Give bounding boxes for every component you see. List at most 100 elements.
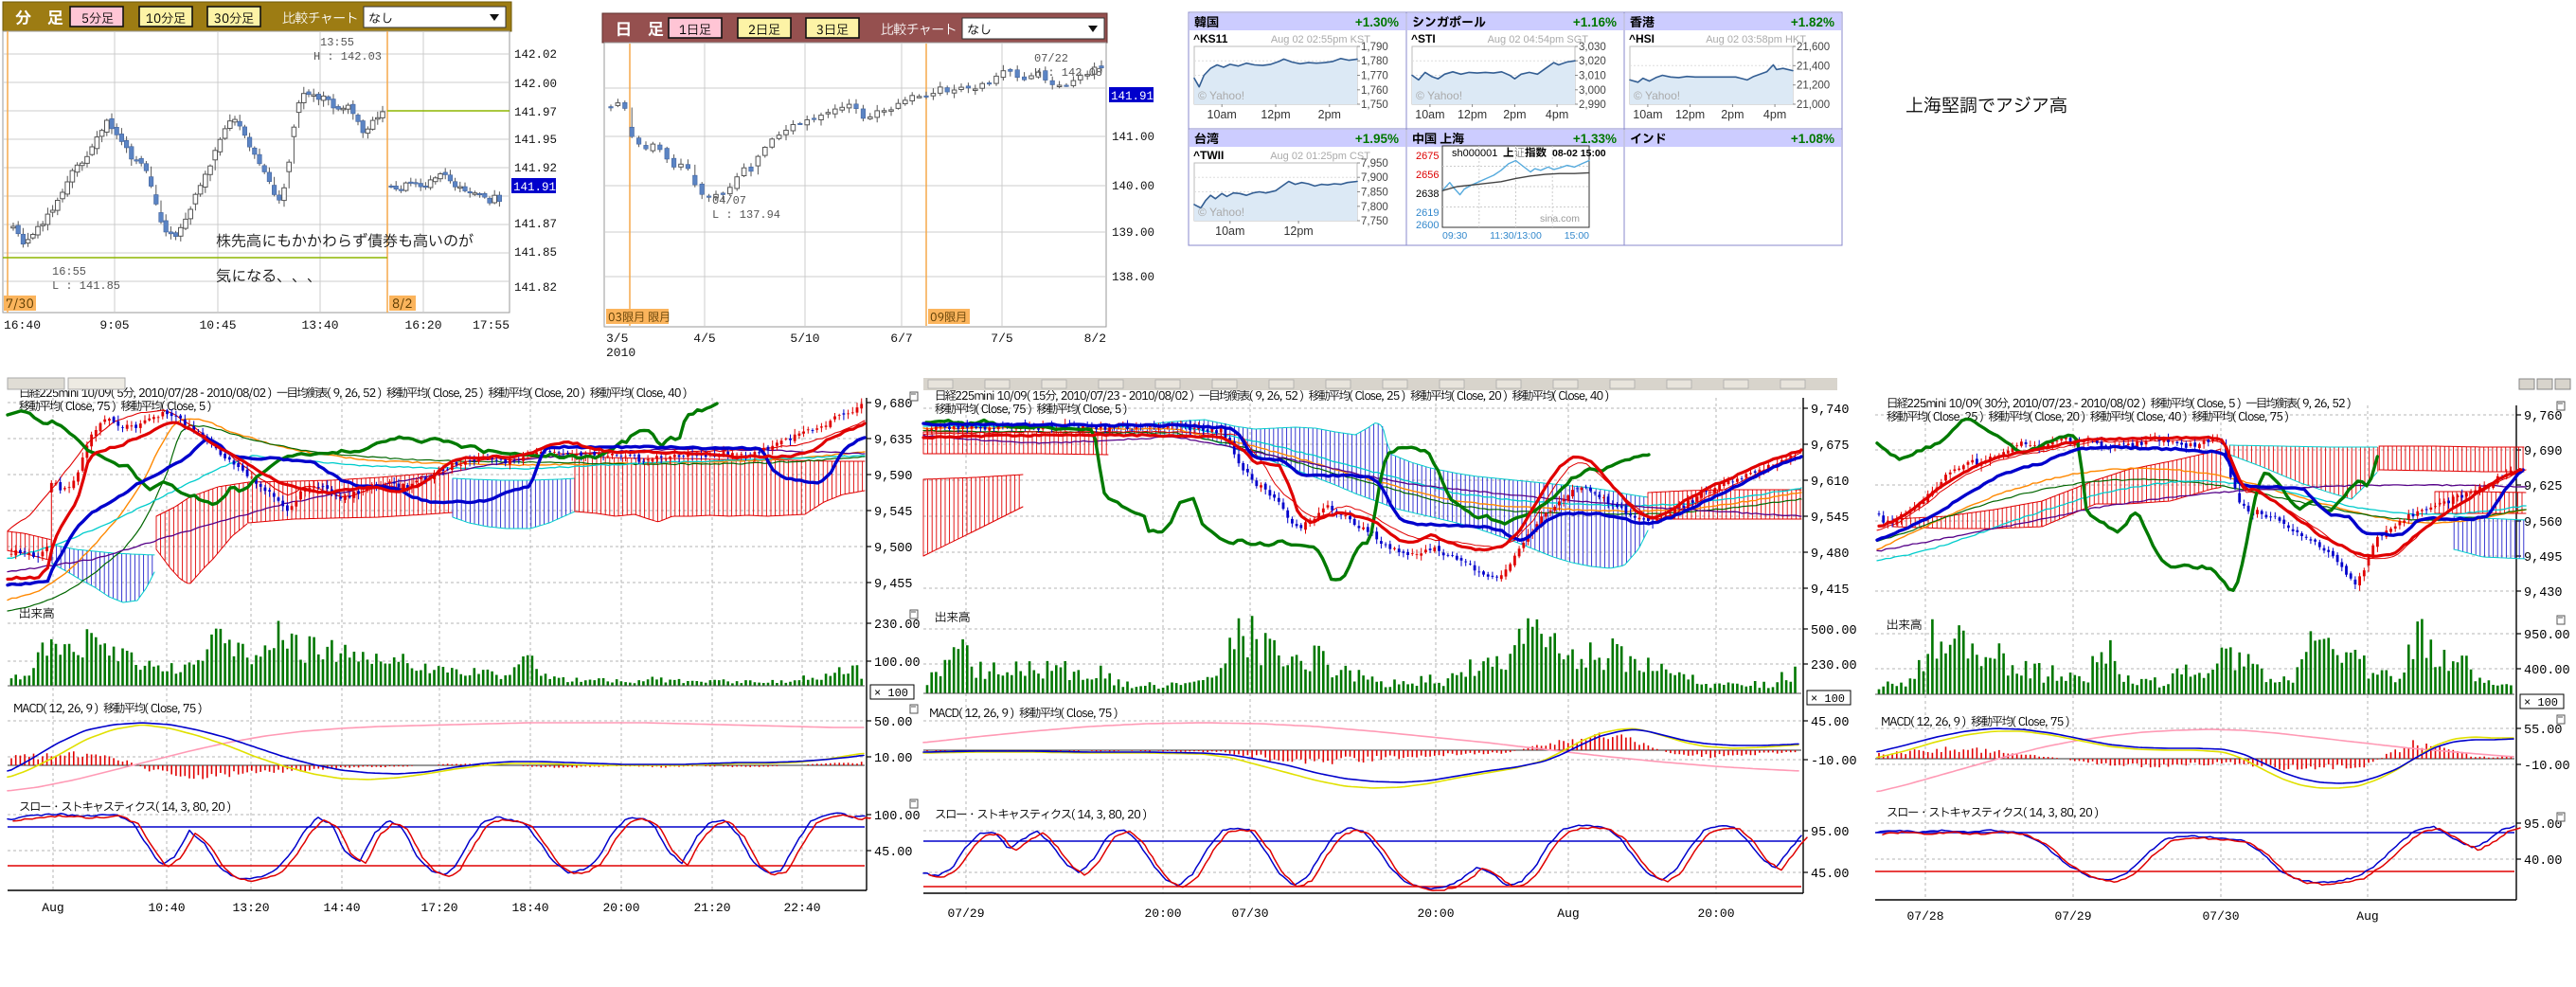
svg-text:8/2: 8/2 [1084,332,1106,346]
svg-text:13:20: 13:20 [232,901,269,915]
svg-text:45.00: 45.00 [874,846,913,860]
svg-text:2638: 2638 [1416,188,1439,200]
svg-text:× 100: × 100 [2524,696,2558,709]
svg-text:^STI: ^STI [1411,32,1436,45]
svg-text:141.00: 141.00 [1112,131,1154,144]
svg-text:7,750: 7,750 [1361,216,1388,227]
svg-text:17:55: 17:55 [473,318,510,332]
svg-text:16:20: 16:20 [404,318,441,332]
svg-text:^HSI: ^HSI [1629,32,1655,45]
svg-text:9,500: 9,500 [874,542,913,556]
svg-text:9,495: 9,495 [2524,551,2563,565]
svg-text:10am: 10am [1215,224,1244,238]
svg-text:10:40: 10:40 [148,901,185,915]
svg-text:2pm: 2pm [1503,108,1526,121]
svg-text:141.82: 141.82 [514,281,557,295]
svg-text:4pm: 4pm [1763,108,1786,121]
svg-text:21:20: 21:20 [693,901,730,915]
svg-text:20:00: 20:00 [1144,906,1181,921]
svg-text:4pm: 4pm [1546,108,1568,121]
svg-text:07/28: 07/28 [1906,909,1943,924]
svg-text:100.00: 100.00 [874,656,921,671]
svg-text:1,770: 1,770 [1361,71,1388,82]
svg-text:140.00: 140.00 [1112,180,1154,193]
svg-text:© Yahoo!: © Yahoo! [1634,89,1680,102]
svg-text:21,000: 21,000 [1797,99,1830,111]
svg-text:H : 142.08: H : 142.08 [1034,66,1102,80]
svg-text:© Yahoo!: © Yahoo! [1198,206,1244,219]
svg-text:2619: 2619 [1416,207,1439,219]
svg-text:04/07: 04/07 [712,194,746,207]
svg-text:7,850: 7,850 [1361,188,1388,199]
svg-text:6/7: 6/7 [890,332,912,346]
svg-text:21,400: 21,400 [1797,61,1830,72]
svg-text:95.00: 95.00 [2524,818,2563,833]
svg-text:9,635: 9,635 [874,434,913,448]
svg-text:10am: 10am [1415,108,1444,121]
svg-text:07/30: 07/30 [2202,909,2239,924]
svg-text:7,800: 7,800 [1361,202,1388,213]
svg-text:9,740: 9,740 [1811,404,1850,418]
svg-text:14:40: 14:40 [323,901,360,915]
svg-text:L : 141.85: L : 141.85 [52,279,120,293]
svg-text:15:00: 15:00 [1565,230,1589,242]
svg-text:7,900: 7,900 [1361,172,1388,184]
svg-text:Aug: Aug [1557,906,1579,921]
svg-text:230.00: 230.00 [874,619,921,633]
svg-text:4/5: 4/5 [693,332,715,346]
svg-text:141.91: 141.91 [1111,90,1154,103]
svg-text:12pm: 12pm [1261,108,1290,121]
svg-text:L : 137.94: L : 137.94 [712,208,780,222]
svg-text:07/29: 07/29 [2054,909,2091,924]
svg-text:12pm: 12pm [1458,108,1487,121]
svg-text:07/30: 07/30 [1231,906,1268,921]
svg-text:2600: 2600 [1416,220,1439,231]
svg-text:16:55: 16:55 [52,265,86,278]
svg-text:9,625: 9,625 [2524,480,2563,494]
svg-text:9,545: 9,545 [1811,511,1850,526]
svg-text:20:00: 20:00 [1697,906,1734,921]
svg-text:9,415: 9,415 [1811,583,1850,598]
svg-text:13:55: 13:55 [320,36,354,49]
svg-text:17:20: 17:20 [420,901,457,915]
svg-text:1,790: 1,790 [1361,42,1388,53]
svg-text:08-02 15:00: 08-02 15:00 [1552,148,1606,159]
svg-text:Aug 02 01:25pm CST: Aug 02 01:25pm CST [1270,151,1370,162]
svg-text:1,750: 1,750 [1361,99,1388,111]
svg-text:+1.33%: +1.33% [1573,132,1617,146]
svg-text:18:40: 18:40 [511,901,548,915]
svg-text:3,020: 3,020 [1579,56,1606,67]
svg-text:© Yahoo!: © Yahoo! [1416,89,1462,102]
svg-text:^TWII: ^TWII [1193,149,1224,162]
svg-text:9,675: 9,675 [1811,440,1850,454]
svg-text:45.00: 45.00 [1811,716,1850,730]
svg-text:141.87: 141.87 [514,218,557,231]
svg-text:2675: 2675 [1416,151,1439,162]
svg-text:16:40: 16:40 [4,318,41,332]
svg-text:50.00: 50.00 [874,716,913,730]
svg-text:2pm: 2pm [1318,108,1341,121]
svg-text:sh000001: sh000001 [1452,148,1497,159]
svg-text:+1.08%: +1.08% [1791,132,1834,146]
svg-text:45.00: 45.00 [1811,868,1850,882]
svg-text:07/29: 07/29 [947,906,984,921]
svg-text:9,560: 9,560 [2524,516,2563,530]
svg-text:95.00: 95.00 [1811,826,1850,840]
svg-text:× 100: × 100 [1811,692,1845,706]
svg-text:2656: 2656 [1416,170,1439,181]
svg-text:10.00: 10.00 [874,752,913,766]
svg-text:+1.16%: +1.16% [1573,15,1617,29]
svg-text:141.92: 141.92 [514,162,557,175]
svg-text:× 100: × 100 [874,687,908,700]
svg-text:9,590: 9,590 [874,470,913,484]
svg-text:20:00: 20:00 [1417,906,1454,921]
svg-text:+1.95%: +1.95% [1355,132,1399,146]
svg-text:07/22: 07/22 [1034,52,1068,65]
svg-text:09:30: 09:30 [1442,230,1467,242]
svg-text:9,545: 9,545 [874,506,913,520]
svg-text:142.00: 142.00 [514,78,557,91]
svg-text:2010: 2010 [606,346,635,360]
svg-text:-10.00: -10.00 [2524,760,2570,774]
svg-text:22:40: 22:40 [783,901,820,915]
svg-text:141.91: 141.91 [513,181,556,194]
